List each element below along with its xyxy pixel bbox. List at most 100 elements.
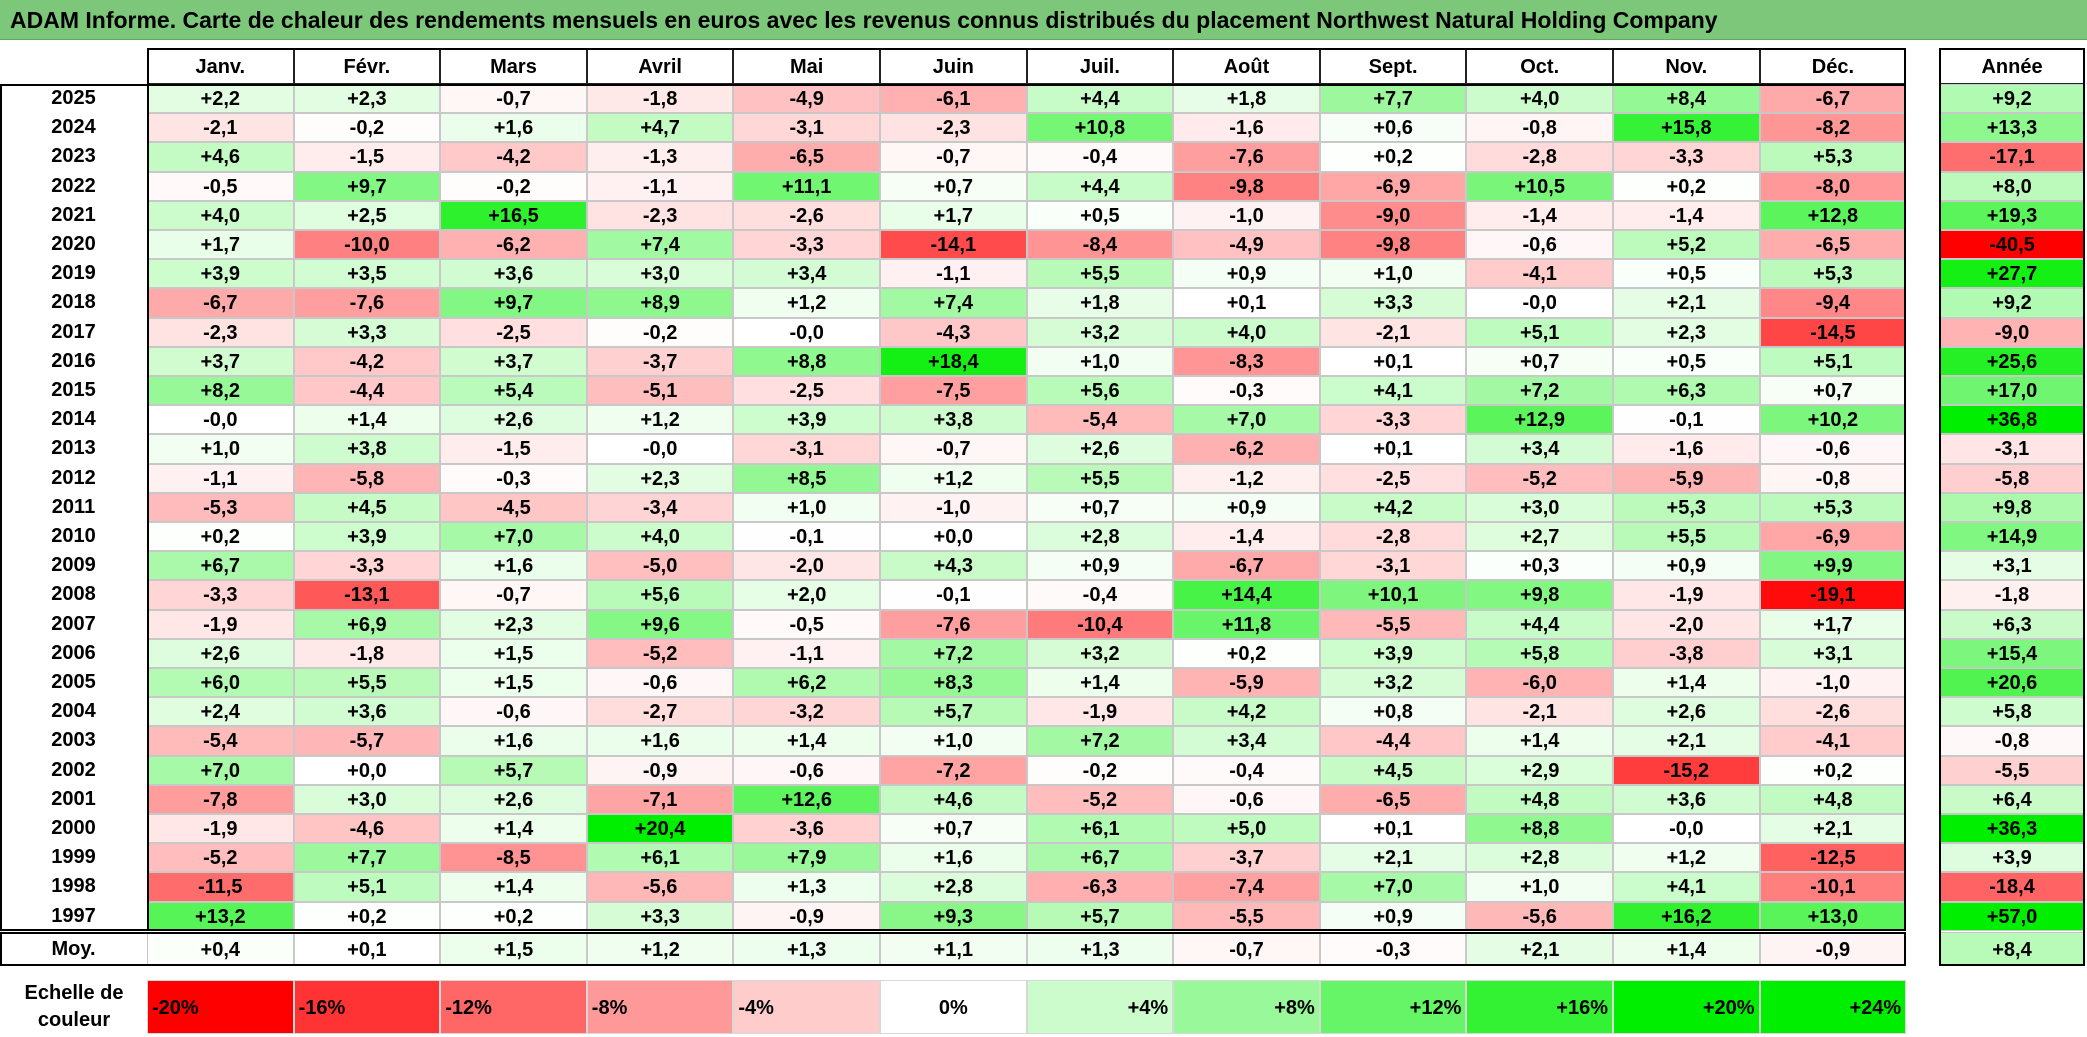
- heatmap-cell: -6,7: [147, 288, 294, 318]
- heatmap-cell: -3,1: [733, 113, 880, 143]
- heatmap-cell: +4,0: [586, 522, 734, 552]
- heatmap-cell: +8,8: [733, 346, 880, 376]
- heatmap-cell: -0,5: [733, 609, 880, 639]
- heatmap-cell: +7,4: [586, 230, 734, 260]
- heatmap-cell: -0,2: [1026, 755, 1174, 785]
- heatmap-cell: -0,9: [586, 755, 734, 785]
- month-header: Août: [1173, 48, 1320, 84]
- heatmap-cell: -12,5: [1759, 843, 1907, 873]
- heatmap-cell: +8,8: [1466, 814, 1613, 844]
- heatmap-cell: +12,8: [1759, 200, 1907, 230]
- annual-cell: +9,2: [1939, 84, 2085, 114]
- color-scale-swatch: -16%: [293, 980, 441, 1034]
- heatmap-cell: +6,0: [147, 668, 294, 698]
- heatmap-cell: +7,2: [1466, 376, 1613, 406]
- color-scale-swatch: +4%: [1026, 980, 1174, 1034]
- year-label: 2009: [51, 554, 96, 577]
- annual-cell: +9,2: [1939, 288, 2085, 318]
- heatmap-cell: -3,3: [293, 551, 441, 581]
- month-header: Nov.: [1613, 48, 1760, 84]
- heatmap-cell: +0,2: [1613, 171, 1760, 201]
- heatmap-cell: +3,2: [1026, 317, 1174, 347]
- heatmap-cell: +5,6: [586, 580, 734, 610]
- average-cell: -0,3: [1319, 932, 1467, 966]
- heatmap-cell: +3,3: [586, 901, 734, 931]
- heatmap-cell: +5,7: [880, 697, 1027, 727]
- average-cell: +1,4: [1613, 932, 1760, 966]
- heatmap-cell: +1,6: [440, 113, 587, 143]
- heatmap-cell: -2,3: [147, 317, 294, 347]
- annual-cell: +20,6: [1939, 668, 2085, 698]
- average-cell: -0,7: [1173, 932, 1320, 966]
- heatmap-cell: +3,9: [733, 405, 880, 435]
- heatmap-cell: +2,8: [1026, 522, 1174, 552]
- heatmap-cell: -6,5: [733, 142, 880, 172]
- heatmap-cell: +7,4: [880, 288, 1027, 318]
- heatmap-cell: -7,1: [586, 784, 734, 814]
- heatmap-cell: -9,8: [1319, 230, 1467, 260]
- heatmap-cell: +2,6: [440, 405, 587, 435]
- annual-cell: -1,8: [1939, 580, 2085, 610]
- average-cell: +1,3: [1026, 932, 1174, 966]
- heatmap-cell: +3,6: [440, 259, 587, 289]
- month-header: Sept.: [1319, 48, 1467, 84]
- annual-cell: +27,7: [1939, 259, 2085, 289]
- heatmap-cell: +0,3: [1466, 551, 1613, 581]
- heatmap-cell: +7,9: [733, 843, 880, 873]
- year-label: 2020: [51, 233, 96, 255]
- heatmap-cell: +0,9: [1613, 551, 1760, 581]
- heatmap-cell: -0,0: [586, 434, 734, 464]
- heatmap-cell: +6,7: [147, 551, 294, 581]
- heatmap-cell: -6,7: [1759, 84, 1907, 114]
- color-scale-swatch: -8%: [586, 980, 734, 1034]
- heatmap-cell: +3,6: [1613, 784, 1760, 814]
- heatmap-cell: +0,5: [1026, 200, 1174, 230]
- heatmap-cell: +13,0: [1759, 901, 1907, 931]
- annual-cell: +17,0: [1939, 376, 2085, 406]
- heatmap-cell: +18,4: [880, 346, 1027, 376]
- heatmap-cell: +14,4: [1173, 580, 1320, 610]
- annual-header: Année: [1939, 48, 2085, 84]
- heatmap-cell: -5,4: [1026, 405, 1174, 435]
- heatmap-cell: -0,8: [1759, 463, 1907, 493]
- heatmap-cell: +1,2: [586, 405, 734, 435]
- heatmap-cell: +5,1: [1759, 346, 1907, 376]
- heatmap-cell: +1,8: [1173, 84, 1320, 114]
- heatmap-cell: -2,5: [1319, 463, 1467, 493]
- heatmap-cell: +3,2: [1319, 668, 1467, 698]
- heatmap-cell: -0,0: [733, 317, 880, 347]
- average-cell: +1,5: [440, 932, 587, 966]
- heatmap-cell: +5,8: [1466, 638, 1613, 668]
- heatmap-cell: -0,2: [586, 317, 734, 347]
- heatmap-cell: +9,6: [586, 609, 734, 639]
- heatmap-cell: +2,6: [1613, 697, 1760, 727]
- heatmap-cell: +4,6: [880, 784, 1027, 814]
- heatmap-cell: -6,5: [1759, 230, 1907, 260]
- heatmap-cell: +2,2: [147, 84, 294, 114]
- heatmap-cell: +8,4: [1613, 84, 1760, 114]
- heatmap-cell: +6,3: [1613, 376, 1760, 406]
- heatmap-cell: +10,8: [1026, 113, 1174, 143]
- month-header: Mai: [733, 48, 880, 84]
- heatmap-cell: -0,6: [586, 668, 734, 698]
- heatmap-cell: -5,2: [1026, 784, 1174, 814]
- heatmap-cell: +0,8: [1319, 697, 1467, 727]
- heatmap-cell: +5,7: [440, 755, 587, 785]
- heatmap-cell: +5,4: [440, 376, 587, 406]
- year-label: 2023: [51, 145, 96, 168]
- heatmap-cell: -1,8: [586, 84, 734, 114]
- heatmap-cell: +6,7: [1026, 843, 1174, 873]
- year-label: 2022: [51, 174, 96, 197]
- heatmap-cell: +1,5: [440, 638, 587, 668]
- color-scale-swatch: +16%: [1466, 980, 1613, 1034]
- heatmap-cell: -7,4: [1173, 872, 1320, 902]
- heatmap-cell: +9,9: [1759, 551, 1907, 581]
- heatmap-cell: -0,6: [440, 697, 587, 727]
- heatmap-cell: -0,8: [1466, 113, 1613, 143]
- heatmap-cell: -5,9: [1173, 668, 1320, 698]
- month-header: Mars: [440, 48, 587, 84]
- heatmap-cell: -1,8: [293, 638, 441, 668]
- heatmap-cell: +3,9: [1319, 638, 1467, 668]
- year-label: 1999: [51, 846, 96, 869]
- annual-cell: +3,9: [1939, 843, 2085, 873]
